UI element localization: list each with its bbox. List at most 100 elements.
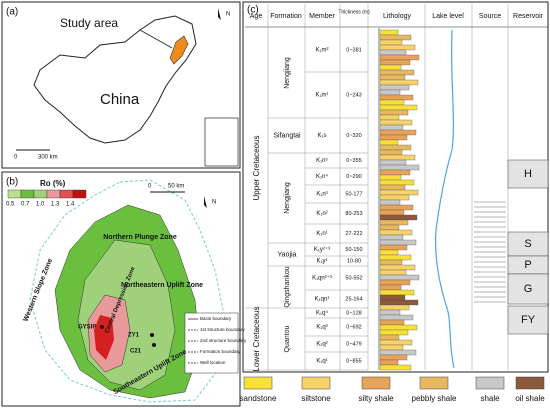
- lithology-bed: [379, 229, 413, 236]
- thickness-label: 0~290: [346, 174, 361, 180]
- member-label: K₁n¹: [316, 231, 327, 237]
- lithology-bed: [379, 279, 411, 286]
- lithology-bed: [379, 214, 418, 221]
- lithology-bed: [379, 159, 407, 166]
- reservoir-box: [507, 305, 549, 335]
- lithology-bed: [379, 54, 420, 61]
- legend-label: sandstone: [240, 394, 277, 403]
- lithology-bed: [379, 134, 408, 141]
- lithology-bed: [379, 329, 409, 336]
- lithology-bed: [379, 314, 414, 321]
- member-label: K₁n²: [316, 211, 327, 217]
- lithology-bed: [379, 149, 403, 156]
- lithology-bed: [379, 79, 419, 86]
- reservoir-label: S: [524, 238, 531, 250]
- lithology-swatch: [243, 376, 273, 390]
- thickness-label: 50-177: [345, 191, 362, 197]
- thickness-label: 50-552: [345, 275, 362, 281]
- thickness-label: 0~855: [346, 358, 361, 364]
- member-label: K₁y²⁺³: [314, 246, 330, 253]
- reservoir-box: [507, 273, 549, 305]
- lithology-bed: [379, 299, 419, 306]
- lithology-bed: [379, 179, 415, 186]
- age-label: Lower Cretaceous: [252, 307, 261, 372]
- lithology-swatch: [515, 376, 545, 390]
- lithology-bed: [379, 64, 402, 71]
- north-arrow: N: [226, 12, 230, 18]
- lithology-bed: [379, 34, 412, 41]
- lithology-bed: [379, 254, 412, 261]
- lithology-bed: [379, 349, 417, 356]
- lithology-bed: [379, 59, 411, 66]
- scale-end: 300 km: [38, 155, 58, 161]
- lithology-bed: [379, 124, 404, 131]
- column-header: Thickness (m): [338, 9, 370, 15]
- thickness-label: 80-253: [345, 211, 362, 217]
- lithology-bed: [379, 269, 407, 276]
- lithology-bed: [379, 119, 413, 126]
- well-label: C21: [130, 349, 142, 355]
- legend-label: Formation boundary: [200, 349, 241, 354]
- well: [150, 333, 154, 337]
- lithology-bed: [379, 259, 403, 266]
- formation-label: Qingshankou: [284, 266, 291, 307]
- member-label: K₁q⁴: [316, 310, 328, 317]
- lithology-bed: [379, 334, 400, 341]
- thickness-label: 0~692: [346, 324, 361, 330]
- well-label: ZY1: [128, 333, 140, 339]
- lithology-bed: [379, 44, 416, 51]
- lithology-bed: [379, 339, 413, 346]
- reservoir-box: [507, 231, 549, 257]
- member-label: K₁n³: [316, 192, 327, 198]
- ro-title: Ro (%): [40, 179, 66, 188]
- reservoir-label: FY: [521, 314, 536, 326]
- formation-label: Nengjiang: [284, 57, 291, 89]
- lithology-bed: [379, 249, 399, 256]
- age-label: Upper Cretaceous: [252, 136, 261, 201]
- panel-label: (a): [6, 7, 18, 18]
- lithology-bed: [379, 364, 412, 371]
- panel-label: (b): [6, 177, 18, 188]
- lithology-bed: [379, 109, 409, 116]
- column-header: Lake level: [432, 13, 464, 20]
- lithology-bed: [379, 74, 406, 81]
- lithology-bed: [379, 104, 418, 111]
- ro-swatch: [33, 189, 48, 199]
- formation-label: Nengjiang: [284, 182, 291, 214]
- lithology-bed: [379, 239, 417, 246]
- reservoir-box: [507, 159, 549, 189]
- lithology-bed: [379, 344, 404, 351]
- legend-label: shale: [480, 394, 500, 403]
- column-header: Age: [250, 13, 263, 20]
- lithology-bed: [379, 154, 416, 161]
- panel-label: (c): [247, 5, 259, 16]
- lithology-bed: [379, 69, 415, 76]
- lithology-bed: [379, 359, 399, 366]
- thickness-label: 0~381: [346, 47, 361, 53]
- thickness-label: 0~320: [346, 133, 361, 139]
- lithology-swatch: [301, 376, 331, 390]
- legend-label: Basin boundary: [200, 316, 232, 321]
- lithology-bed: [379, 244, 408, 251]
- lithology-bed: [379, 224, 400, 231]
- reservoir-label: G: [524, 283, 533, 295]
- member-label: K₁q²: [316, 342, 327, 348]
- legend-label: oil shale: [515, 394, 545, 403]
- thickness-label: 0~479: [346, 341, 361, 347]
- north-arrow: N: [212, 200, 216, 206]
- lithology-bed: [379, 144, 412, 151]
- zone-label: Northeastern Uplift Zone: [121, 282, 203, 289]
- well: [152, 343, 156, 347]
- thickness-label: 50-150: [345, 247, 362, 253]
- lithology-bed: [379, 29, 399, 36]
- formation-label: Sifangtai: [273, 132, 301, 139]
- north-symbol: [218, 8, 221, 20]
- north-symbol: [204, 196, 207, 208]
- ro-tick: 0.5: [6, 202, 15, 208]
- column-header: Lithology: [383, 13, 412, 20]
- ro-swatch: [59, 189, 74, 199]
- scale-start: 0: [14, 155, 18, 161]
- lithology-bed: [379, 219, 409, 226]
- lithology-bed: [379, 284, 402, 291]
